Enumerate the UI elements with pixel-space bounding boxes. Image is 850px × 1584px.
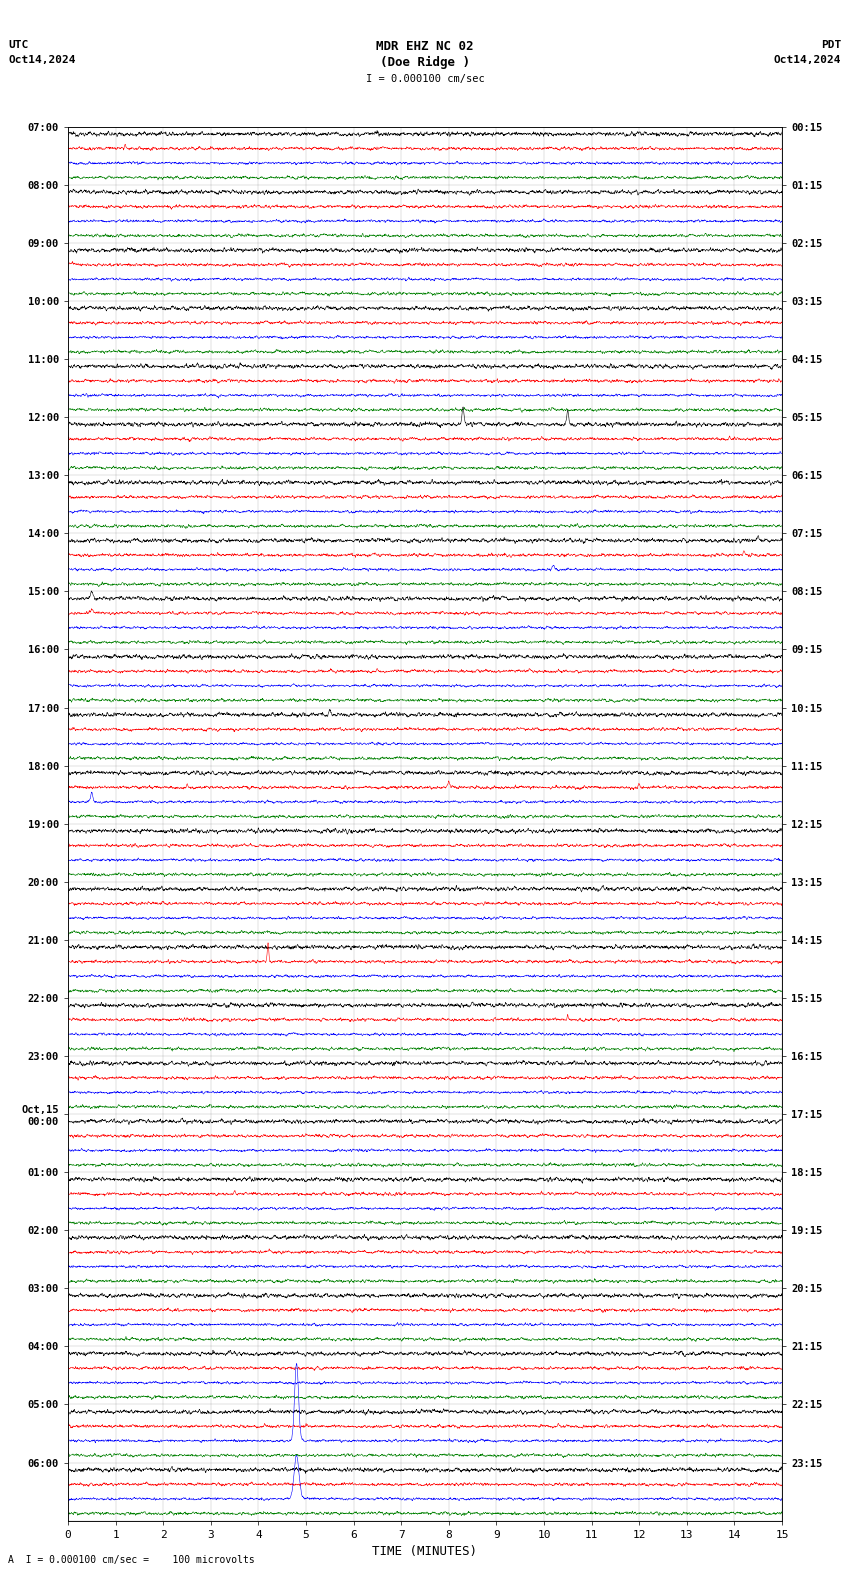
Text: (Doe Ridge ): (Doe Ridge ) bbox=[380, 55, 470, 68]
Text: MDR EHZ NC 02: MDR EHZ NC 02 bbox=[377, 40, 473, 52]
Text: UTC: UTC bbox=[8, 40, 29, 49]
Text: Oct14,2024: Oct14,2024 bbox=[774, 55, 842, 65]
Text: Oct14,2024: Oct14,2024 bbox=[8, 55, 76, 65]
Text: I = 0.000100 cm/sec: I = 0.000100 cm/sec bbox=[366, 74, 484, 84]
Text: A  I = 0.000100 cm/sec =    100 microvolts: A I = 0.000100 cm/sec = 100 microvolts bbox=[8, 1555, 255, 1565]
X-axis label: TIME (MINUTES): TIME (MINUTES) bbox=[372, 1546, 478, 1559]
Text: PDT: PDT bbox=[821, 40, 842, 49]
